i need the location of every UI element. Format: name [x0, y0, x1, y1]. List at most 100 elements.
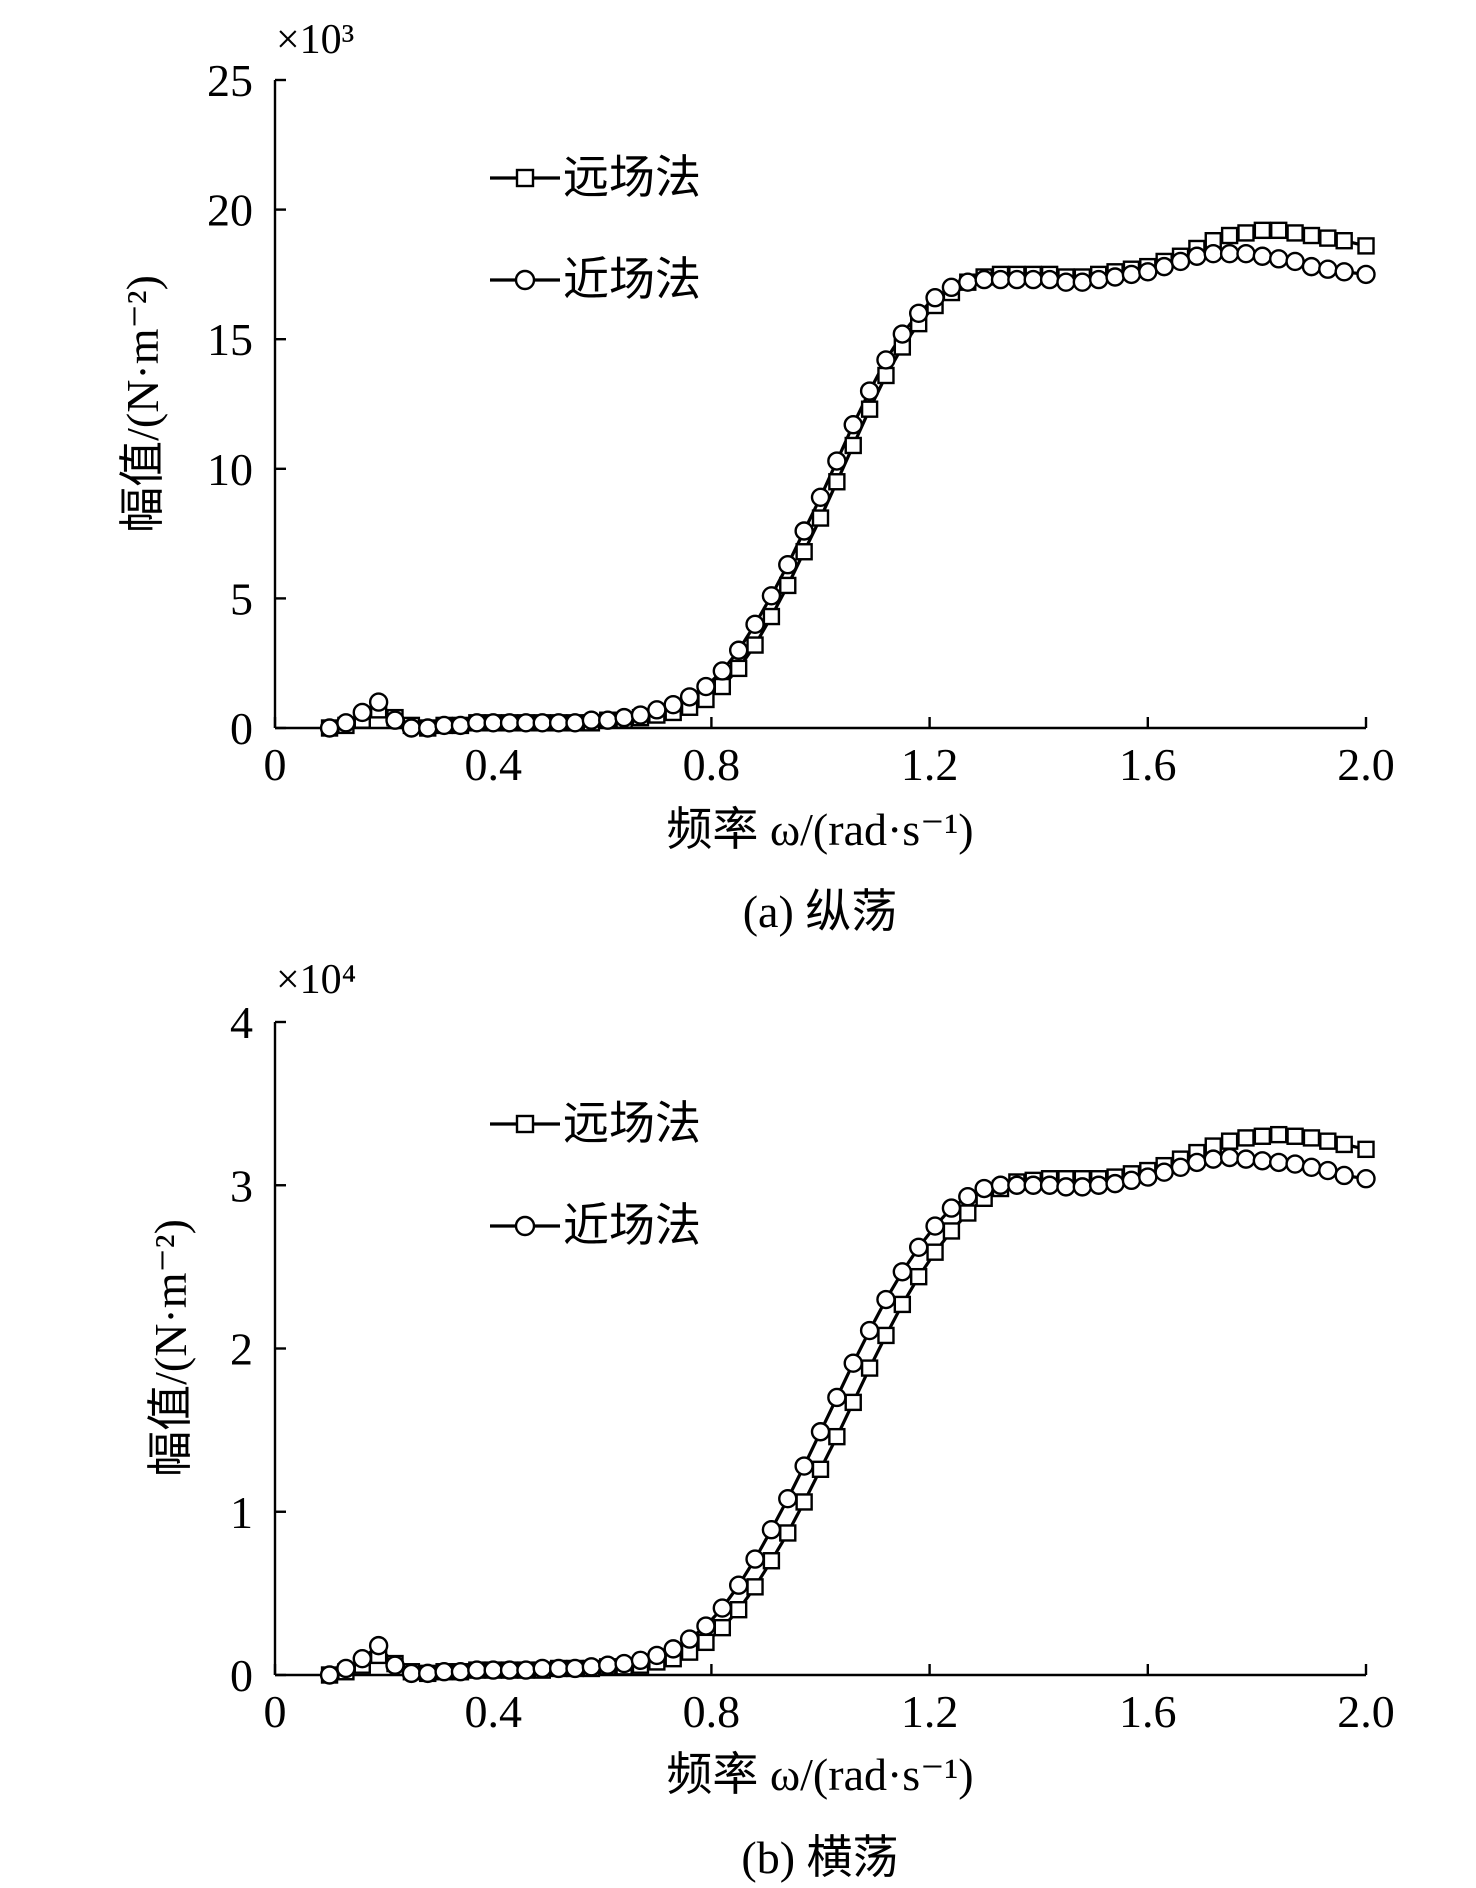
- panel-b-square-point: [860, 1359, 879, 1377]
- panel-a-legend-far-field: 远场法: [490, 152, 701, 203]
- panel-b-circle-point: [925, 1216, 945, 1236]
- panel-a-circle-point: [647, 700, 667, 720]
- legend-label-near: 近场法: [563, 1200, 701, 1251]
- panel-a-circle-point: [745, 614, 765, 635]
- panel-a-square-point: [1302, 226, 1321, 245]
- panel-b-square-point: [1357, 1140, 1375, 1159]
- panel-a-caption: (a) 纵荡: [743, 886, 898, 937]
- panel-a-circle-point: [859, 381, 880, 401]
- panel-b-multiplier: ×10⁴: [276, 957, 356, 1003]
- panel-b-circle-point: [647, 1645, 667, 1666]
- panel-a-circle-point: [1138, 262, 1158, 282]
- panel-a-circle-point: [1154, 256, 1174, 277]
- panel-b-circle-point: [1105, 1173, 1125, 1194]
- panel-b-square-point: [926, 1243, 944, 1261]
- panel-b-circle-point: [1236, 1149, 1256, 1169]
- panel-b-x-tick-label: 0: [264, 1686, 287, 1737]
- panel-a-circle-point: [892, 324, 913, 344]
- panel-a-circle-point: [434, 715, 454, 736]
- panel-b-circle-point: [1023, 1175, 1043, 1195]
- panel-b-square-point: [877, 1326, 895, 1345]
- panel-a-circle-point: [1039, 269, 1060, 290]
- panel-a-circle-point: [401, 718, 422, 738]
- panel-b-square-point: [697, 1633, 715, 1652]
- panel-b-circle-point: [336, 1658, 356, 1679]
- panel-a-circle-point: [843, 415, 863, 435]
- panel-b-circle-point: [598, 1655, 618, 1675]
- panel-b-circle-point: [1007, 1175, 1027, 1195]
- panel-a-circle-point: [827, 451, 847, 471]
- panel-b-circle-point: [958, 1186, 978, 1207]
- panel-b-circle-point: [892, 1262, 913, 1282]
- panel-b-square-point: [1270, 1125, 1288, 1144]
- panel-b-circle-point: [876, 1289, 896, 1310]
- panel-b-circle-point: [745, 1549, 765, 1569]
- panel-b-square-point: [1286, 1127, 1304, 1145]
- panel-b-circle-point: [1154, 1162, 1174, 1182]
- legend-marker-square: [515, 168, 535, 188]
- panel-a-circle-point: [532, 713, 552, 733]
- panel-b-square-point: [729, 1600, 748, 1619]
- panel-b-x-tick-label: 0.8: [683, 1686, 741, 1737]
- panel-a-circle-point: [974, 269, 994, 290]
- panel-b-x-tick-label: 2.0: [1337, 1686, 1395, 1737]
- panel-b-square-point: [795, 1493, 813, 1511]
- panel-a-circle-point: [1219, 243, 1240, 264]
- panel-a-circle-point: [1269, 249, 1289, 269]
- panel-b-caption: (b) 横荡: [741, 1832, 898, 1883]
- panel-b-y-tick-label: 0: [230, 1650, 253, 1701]
- panel-a-square-point: [877, 366, 895, 385]
- panel-b-circle-point: [319, 1665, 340, 1685]
- panel-b-circle-point: [418, 1663, 438, 1684]
- panel-b-square-point: [1319, 1132, 1337, 1150]
- panel-a-circle-point: [990, 269, 1011, 290]
- panel-a-x-axis-label: 频率 ω/(rad·s⁻¹): [666, 804, 973, 855]
- panel-a-circle-point: [1170, 251, 1191, 272]
- panel-b-circle-point: [467, 1660, 487, 1680]
- panel-b-circle-point: [1318, 1160, 1338, 1181]
- panel-b-y-tick-label: 1: [230, 1487, 253, 1538]
- panel-b-series: [319, 1125, 1376, 1685]
- panel-b-square-point: [1253, 1127, 1272, 1145]
- panel-a-circle-point: [663, 694, 683, 715]
- panel-a-circle-point: [679, 687, 700, 707]
- panel-b-circle-point: [1089, 1175, 1109, 1195]
- panel-a-ticks: 0 0.4 0.8 1.2 1.6 2.0 0 5 10 15 20 25: [207, 55, 1395, 790]
- panel-a-circle-point: [1089, 269, 1109, 290]
- panel-b-circle-point: [843, 1353, 863, 1373]
- panel-a-x-tick-label: 1.2: [901, 739, 959, 790]
- panel-a-square-point: [795, 543, 813, 561]
- panel-a-circle-point: [794, 521, 814, 541]
- panel-a-square-point: [1319, 229, 1337, 247]
- panel-b-circle-point: [1356, 1169, 1376, 1189]
- panel-a-square-point: [1286, 224, 1304, 242]
- panel-b-circle-point: [401, 1663, 422, 1684]
- panel-b-chart: ×10⁴ 0 0.4 0.8 1.2 1.6 2.0 0 1 2 3 4 远场法 近场法 幅值/(N…: [145, 957, 1395, 1883]
- panel-b-circle-point: [1219, 1147, 1240, 1168]
- panel-b-square-point: [746, 1578, 764, 1596]
- panel-b-ticks: 0 0.4 0.8 1.2 1.6 2.0 0 1 2 3 4: [230, 997, 1395, 1737]
- panel-b-circle-point: [794, 1456, 814, 1476]
- panel-b-circle-point: [712, 1598, 733, 1618]
- panel-b-square-point: [893, 1295, 912, 1314]
- panel-a-circle-point: [1334, 262, 1354, 282]
- panel-a-circle-point: [548, 713, 569, 733]
- panel-a-y-tick-label: 20: [207, 185, 253, 236]
- panel-a-circle-point: [516, 713, 536, 733]
- panel-a-circle-point: [1187, 246, 1207, 266]
- panel-a-circle-point: [336, 713, 356, 733]
- panel-a-circle-point: [1301, 256, 1322, 277]
- panel-a-square-point: [860, 400, 879, 418]
- panel-a-circle-point: [958, 272, 978, 292]
- panel-a-circle-point: [1318, 259, 1338, 279]
- panel-b-circle-point: [548, 1658, 569, 1679]
- panel-a-x-tick-label: 2.0: [1337, 739, 1395, 790]
- panel-b-circle-point: [1170, 1157, 1191, 1177]
- panel-b-x-axis-label: 频率 ω/(rad·s⁻¹): [666, 1749, 973, 1800]
- panel-b-circle-point: [859, 1320, 880, 1341]
- panel-b-legend: 远场法 近场法: [490, 1098, 701, 1251]
- panel-b-square-point: [1335, 1135, 1353, 1154]
- panel-b-circle-point: [696, 1616, 716, 1636]
- panel-a-y-tick-label: 5: [230, 573, 253, 624]
